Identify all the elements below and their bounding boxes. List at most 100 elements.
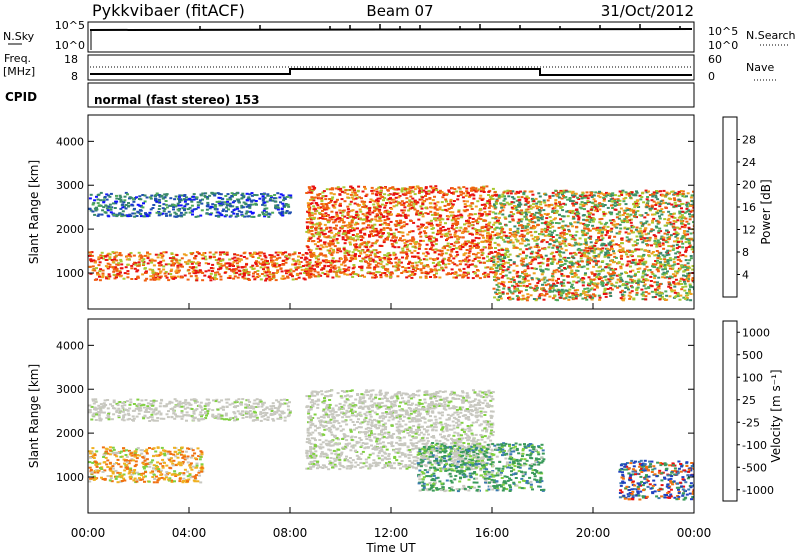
echo-cell bbox=[420, 188, 424, 191]
echo-cell bbox=[239, 272, 243, 275]
echo-cell bbox=[297, 276, 301, 279]
echo-cell bbox=[609, 195, 613, 197]
echo-cell bbox=[458, 236, 462, 239]
echo-cell bbox=[321, 271, 325, 274]
echo-cell bbox=[458, 263, 462, 266]
echo-cell bbox=[101, 274, 105, 277]
echo-cell bbox=[201, 192, 205, 195]
echo-cell bbox=[513, 235, 517, 238]
echo-cell bbox=[558, 270, 562, 273]
echo-cell bbox=[596, 260, 600, 263]
echo-cell bbox=[679, 215, 683, 218]
echo-cell bbox=[361, 241, 365, 244]
echo-cell bbox=[233, 256, 237, 259]
echo-cell bbox=[375, 199, 379, 202]
echo-cell bbox=[445, 193, 448, 196]
echo-cell bbox=[591, 217, 595, 220]
echo-cell bbox=[471, 217, 475, 220]
echo-cell bbox=[584, 255, 588, 258]
echo-cell bbox=[424, 206, 428, 209]
echo-cell bbox=[270, 261, 274, 264]
echo-cell bbox=[436, 231, 440, 234]
echo-cell bbox=[534, 197, 538, 200]
echo-cell bbox=[494, 269, 498, 272]
echo-cell bbox=[229, 204, 233, 207]
echo-cell bbox=[368, 257, 372, 260]
echo-cell bbox=[513, 285, 517, 288]
echo-cell bbox=[359, 210, 363, 213]
echo-cell bbox=[453, 222, 457, 225]
echo-cell bbox=[589, 278, 593, 281]
echo-cell bbox=[283, 206, 286, 208]
echo-cell bbox=[502, 253, 506, 256]
echo-cell bbox=[308, 251, 312, 254]
echo-cell bbox=[487, 194, 490, 196]
echo-cell bbox=[493, 241, 497, 244]
echo-cell bbox=[421, 215, 425, 218]
echo-cell bbox=[455, 240, 458, 243]
echo-cell bbox=[219, 193, 223, 196]
echo-cell bbox=[379, 274, 383, 276]
echo-cell bbox=[411, 197, 415, 200]
echo-cell bbox=[507, 237, 510, 239]
echo-cell bbox=[524, 226, 528, 229]
echo-cell bbox=[338, 204, 342, 207]
echo-cell bbox=[629, 265, 632, 268]
echo-cell bbox=[459, 260, 463, 263]
echo-cell bbox=[361, 236, 365, 239]
echo-cell bbox=[112, 270, 116, 273]
echo-cell bbox=[240, 204, 244, 207]
echo-cell bbox=[254, 200, 258, 202]
echo-cell bbox=[425, 272, 428, 274]
echo-cell bbox=[656, 198, 660, 201]
echo-cell bbox=[342, 186, 346, 189]
echo-cell bbox=[225, 266, 229, 269]
echo-cell bbox=[501, 213, 505, 216]
echo-cell bbox=[197, 252, 201, 255]
echo-cell bbox=[667, 277, 671, 280]
echo-cell bbox=[497, 285, 501, 288]
echo-cell bbox=[151, 207, 155, 209]
echo-cell bbox=[374, 240, 378, 243]
echo-cell bbox=[609, 198, 613, 201]
echo-cell bbox=[376, 197, 380, 200]
echo-cell bbox=[488, 210, 492, 213]
echo-cell bbox=[414, 203, 418, 206]
echo-cell bbox=[457, 209, 461, 212]
echo-cell bbox=[325, 245, 329, 248]
echo-cell bbox=[308, 259, 312, 262]
echo-cell bbox=[441, 218, 445, 221]
echo-cell bbox=[312, 199, 316, 202]
echo-cell bbox=[245, 199, 249, 202]
echo-cell bbox=[593, 284, 597, 287]
echo-cell bbox=[317, 217, 320, 220]
echo-cell bbox=[101, 209, 105, 212]
echo-cell bbox=[653, 207, 657, 210]
echo-cell bbox=[234, 194, 237, 196]
echo-cell bbox=[468, 204, 472, 207]
echo-cell bbox=[631, 244, 635, 247]
echo-cell bbox=[395, 220, 399, 223]
echo-cell bbox=[676, 256, 680, 258]
echo-cell bbox=[633, 258, 637, 261]
echo-cell bbox=[341, 214, 344, 217]
echo-cell bbox=[541, 287, 545, 290]
echo-cell bbox=[121, 213, 125, 216]
echo-cell bbox=[575, 211, 579, 214]
echo-cell bbox=[313, 216, 317, 219]
echo-cell bbox=[394, 269, 398, 272]
echo-cell bbox=[439, 214, 443, 217]
echo-cell bbox=[517, 205, 521, 208]
echo-cell bbox=[335, 211, 339, 214]
echo-cell bbox=[154, 273, 158, 276]
echo-cell bbox=[160, 256, 164, 259]
echo-cell bbox=[640, 231, 644, 234]
echo-cell bbox=[413, 245, 417, 248]
echo-cell bbox=[237, 269, 241, 272]
echo-cell bbox=[557, 192, 561, 195]
echo-cell bbox=[433, 207, 437, 210]
echo-cell bbox=[497, 252, 501, 255]
echo-cell bbox=[271, 211, 275, 214]
echo-cell bbox=[258, 197, 262, 200]
echo-cell bbox=[594, 227, 598, 230]
